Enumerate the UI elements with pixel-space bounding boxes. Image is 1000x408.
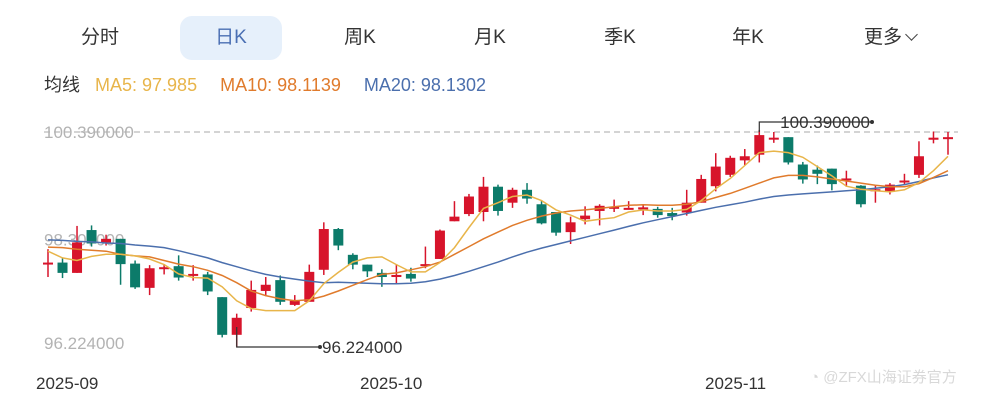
ma10-line: [47, 170, 949, 302]
candle-body: [710, 166, 721, 187]
candle-body: [420, 264, 431, 267]
candle-body: [928, 137, 939, 140]
y-axis-label-mid: 98.307000: [44, 231, 124, 250]
ma-legend: 均线 MA5: 97.985 MA10: 98.1139 MA20: 98.13…: [44, 72, 504, 98]
candle-body: [57, 262, 68, 273]
candle-body: [725, 157, 736, 175]
candle-body: [86, 230, 97, 244]
candle-body: [783, 137, 794, 163]
candle-body: [536, 204, 547, 224]
watermark: ◔ @ZFX山海证券官方: [810, 366, 957, 387]
candle-body: [797, 164, 808, 180]
candle-body: [493, 186, 503, 211]
candle-body: [943, 137, 953, 140]
candles-group: [43, 129, 953, 347]
weibo-icon: ◔: [810, 369, 824, 386]
candle-body: [899, 180, 910, 183]
min-annotation-leader: [236, 327, 320, 348]
candle-body: [246, 289, 257, 308]
y-axis-label-top: 100.390000: [44, 123, 134, 142]
candle-body: [362, 264, 373, 272]
tab-label: 年K: [732, 27, 764, 48]
candle-body: [667, 213, 678, 217]
candle-body: [754, 135, 765, 155]
candle-body: [768, 137, 779, 140]
candle-body: [739, 156, 750, 161]
tab-weekly-k[interactable]: 周K: [320, 16, 400, 60]
candle-body: [130, 263, 141, 288]
candle-body: [173, 266, 184, 278]
x-axis-label-oct: 2025-10: [360, 374, 422, 393]
tab-yearly-k[interactable]: 年K: [708, 16, 788, 60]
max-annotation-dot: [870, 120, 874, 124]
candle-body: [347, 254, 358, 265]
watermark-text: @ZFX山海证券官方: [823, 369, 957, 386]
tab-label: 日K: [215, 27, 247, 48]
candle-body: [855, 185, 866, 205]
candle-body: [217, 297, 228, 335]
x-axis-label-nov: 2025-11: [705, 374, 766, 393]
candle-body: [580, 215, 591, 220]
candle-body: [884, 184, 895, 192]
tab-label: 季K: [604, 27, 636, 48]
ma-legend-title: 均线: [44, 75, 80, 95]
candle-body: [681, 202, 692, 213]
candle-body: [72, 242, 83, 273]
candle-body: [159, 267, 170, 270]
candle-body: [522, 189, 533, 199]
tab-intraday[interactable]: 分时: [60, 16, 140, 60]
candle-body: [551, 211, 562, 233]
candle-body: [638, 207, 649, 210]
candle-body: [260, 284, 271, 291]
max-annotation-label: 100.390000: [780, 113, 870, 132]
candle-body: [43, 262, 53, 265]
candle-body: [478, 186, 489, 212]
candle-body: [652, 208, 663, 216]
x-axis-label-sep: 2025-09: [36, 374, 98, 393]
max-annotation-leader: [758, 121, 872, 132]
tab-daily-k[interactable]: 日K: [180, 16, 282, 60]
ma10-value: MA10: 98.1139: [220, 75, 341, 95]
candle-body: [144, 268, 155, 288]
min-annotation-label: 96.224000: [322, 338, 402, 357]
candle-body: [202, 274, 213, 292]
candle-body: [188, 273, 199, 276]
candle-body: [391, 274, 402, 278]
candle-body: [609, 206, 620, 209]
candle-body: [449, 216, 460, 222]
tab-monthly-k[interactable]: 月K: [450, 16, 530, 60]
ma20-value: MA20: 98.1302: [363, 75, 486, 95]
tab-label: 分时: [80, 27, 119, 48]
tab-label: 更多: [863, 27, 902, 48]
candle-body: [318, 229, 329, 270]
candle-body: [333, 229, 344, 246]
candle-body: [304, 271, 315, 302]
candle-body: [841, 178, 852, 181]
candle-body: [101, 238, 112, 243]
candle-body: [275, 280, 286, 302]
candle-body: [405, 273, 416, 279]
candle-body: [565, 222, 576, 233]
candle-body: [463, 196, 474, 215]
ma5-value: MA5: 97.985: [95, 75, 198, 95]
ma20-line: [47, 174, 949, 285]
candle-body: [913, 156, 924, 175]
tab-more[interactable]: 更多: [845, 16, 935, 60]
tab-quarterly-k[interactable]: 季K: [580, 16, 660, 60]
min-annotation-dot: [318, 345, 322, 349]
candle-body: [115, 238, 126, 265]
candle-body: [231, 317, 242, 335]
candle-body: [623, 207, 634, 210]
ma5-line: [47, 150, 949, 312]
y-axis-label-bottom: 96.224000: [44, 334, 124, 353]
period-tabs: 分时 日K 周K 月K 季K 年K 更多: [0, 14, 1000, 62]
candle-body: [812, 169, 823, 174]
tab-label: 月K: [474, 27, 506, 48]
candle-body: [434, 230, 445, 259]
candle-body: [289, 300, 300, 305]
candle-body: [696, 178, 707, 203]
tab-label: 周K: [344, 27, 376, 48]
